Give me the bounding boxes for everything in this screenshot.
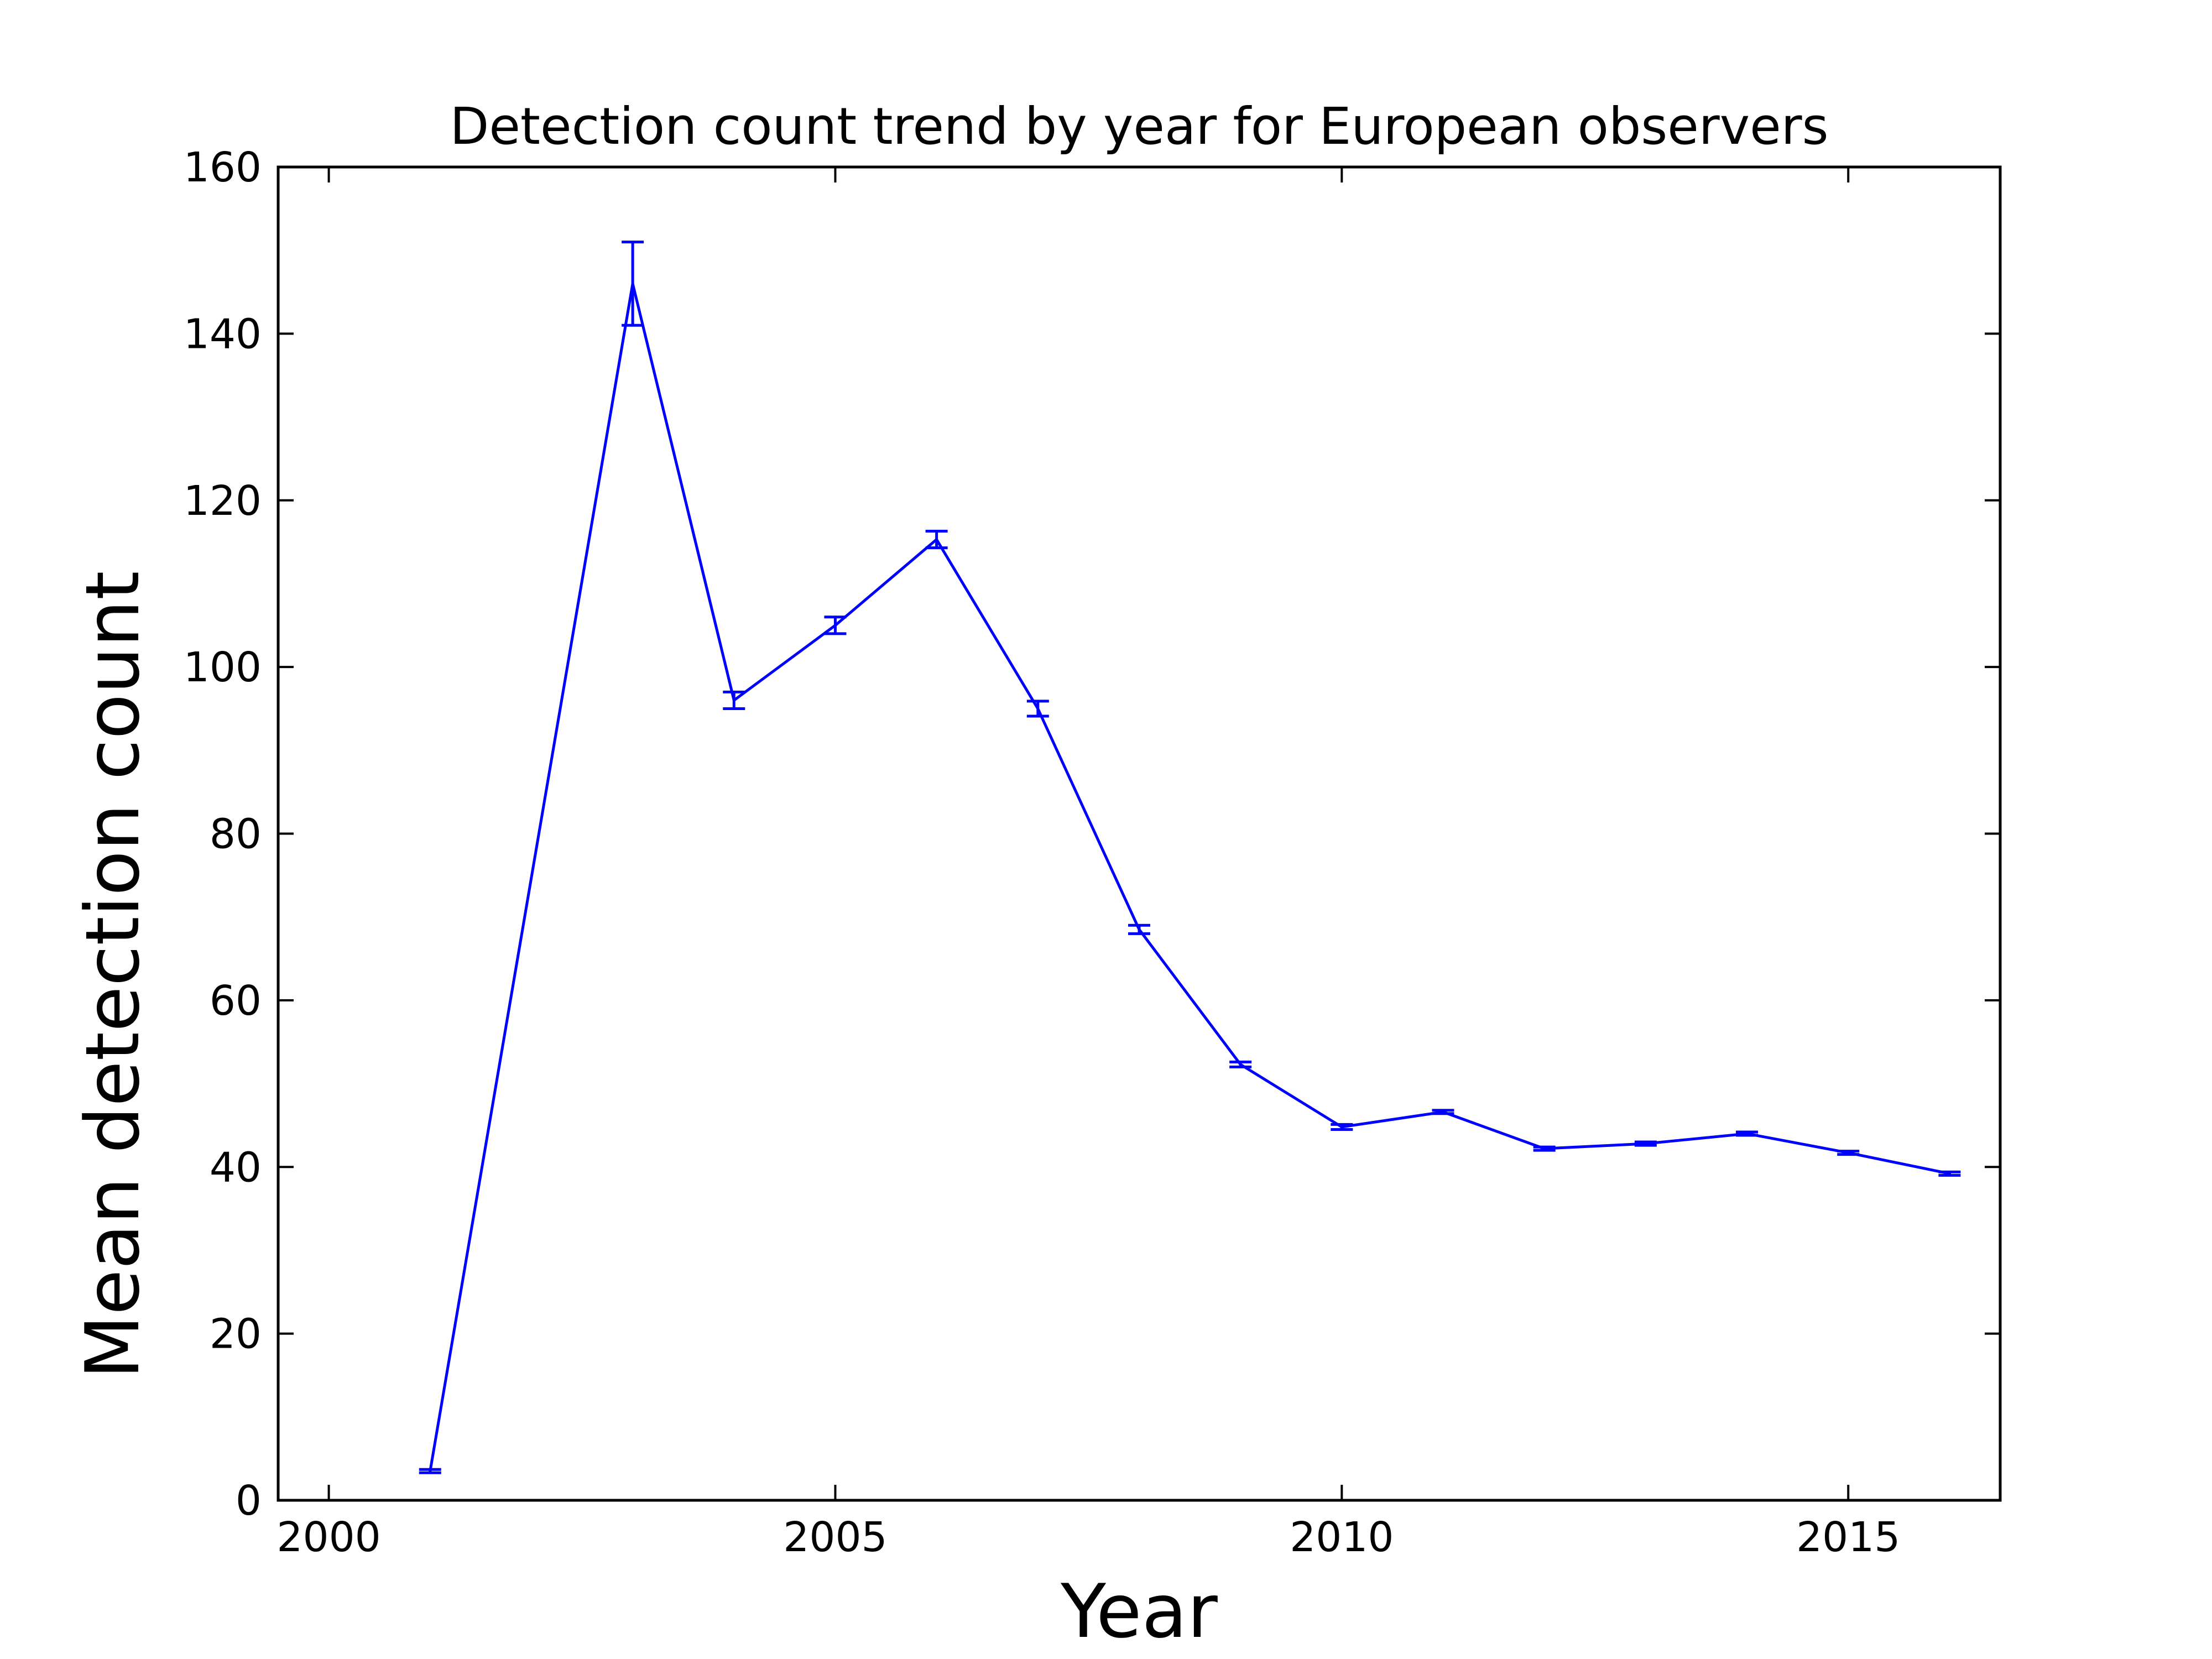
y-tick-label: 20 xyxy=(210,1311,262,1358)
y-tick-label: 0 xyxy=(236,1477,262,1525)
x-tick-label: 2015 xyxy=(1796,1514,1900,1561)
x-tick-label: 2005 xyxy=(783,1514,887,1561)
y-tick-label: 100 xyxy=(184,644,262,691)
plot-area: 2000 2005 2010 2015 0 20 40 60 80 100 120 140 160 xyxy=(184,144,2002,1561)
x-tick-label: 2000 xyxy=(276,1514,380,1561)
y-tick-label: 40 xyxy=(210,1144,262,1191)
x-axis-label: Year xyxy=(1060,1568,1218,1655)
y-tick-label: 60 xyxy=(210,977,262,1025)
y-tick-label: 80 xyxy=(210,811,262,858)
axes-frame xyxy=(276,165,2002,1502)
y-axis-label: Mean detection count xyxy=(70,571,156,1379)
x-tick-label: 2010 xyxy=(1290,1514,1394,1561)
y-tick-label: 160 xyxy=(184,144,262,191)
y-tick-label: 120 xyxy=(184,477,262,525)
chart-title: Detection count trend by year for Europe… xyxy=(450,97,1828,156)
y-tick-label: 140 xyxy=(184,310,262,358)
